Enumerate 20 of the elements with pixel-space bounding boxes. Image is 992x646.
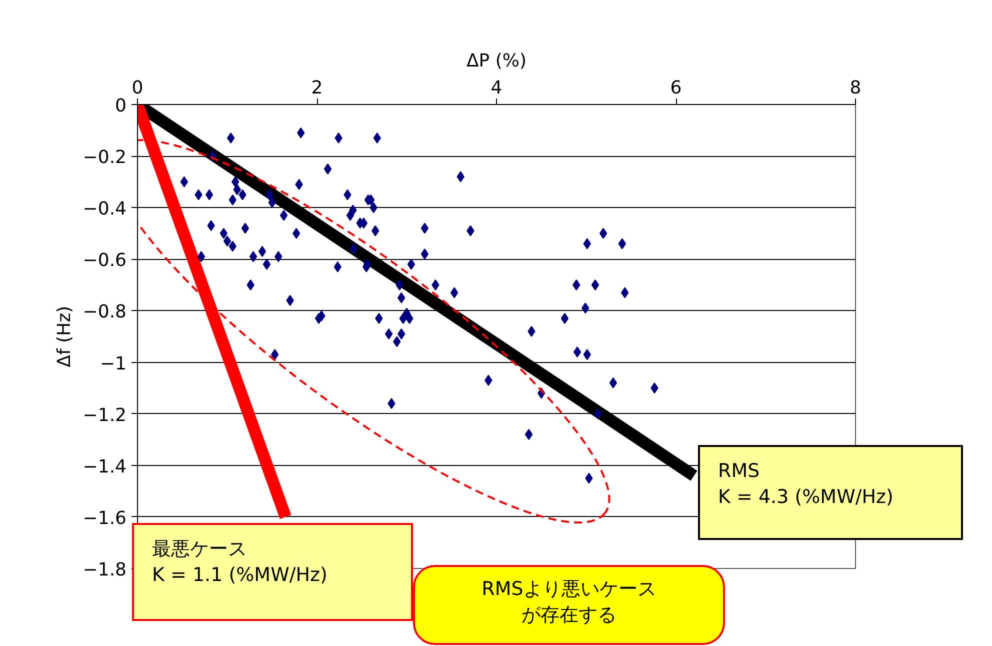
- y-tick-label: −0.2: [82, 147, 127, 168]
- y-axis-title: Δf (Hz): [54, 306, 75, 368]
- x-axis-title: ΔP (%): [466, 50, 527, 72]
- x-tick-label: 6: [670, 78, 682, 98]
- y-tick-label: −0.4: [82, 198, 127, 220]
- y-tick-label: −1.4: [82, 456, 127, 478]
- y-tick-label: −1: [100, 353, 127, 374]
- y-tick-label: −1.8: [82, 560, 127, 580]
- x-tick-label: 8: [850, 78, 862, 98]
- annotation: 最悪ケース K = 1.1 (%MW/Hz): [151, 537, 328, 588]
- y-tick-label: −1.2: [82, 404, 127, 426]
- y-tick-label: −0.8: [82, 302, 127, 323]
- y-tick-label: −0.6: [82, 250, 127, 272]
- text: RMSより悪いケースが存在する: [480, 577, 658, 628]
- x-tick-label: 0: [132, 78, 144, 98]
- y-tick-label: 0: [115, 96, 126, 116]
- x-tick-label: 2: [311, 78, 323, 98]
- annotation: RMS K = 4.3 (%MW/Hz): [717, 459, 894, 510]
- y-tick-label: −1.6: [82, 508, 127, 529]
- x-tick-label: 4: [490, 78, 502, 98]
